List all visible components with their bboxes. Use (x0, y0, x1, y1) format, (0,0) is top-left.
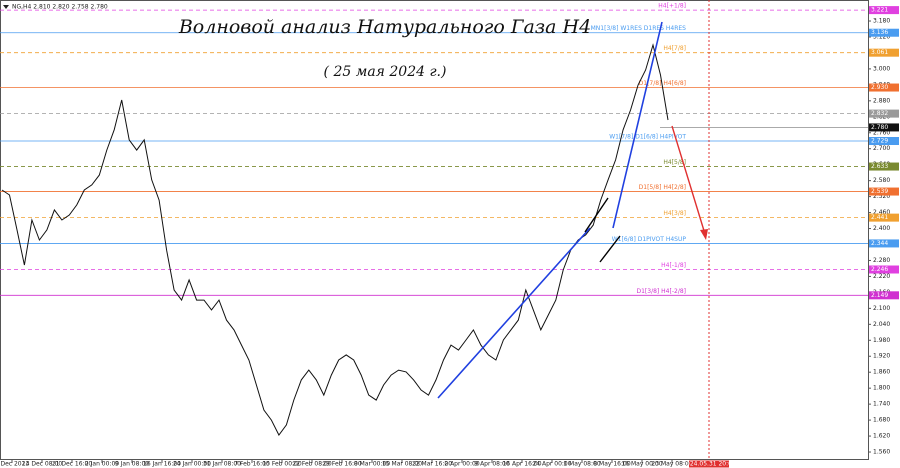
y-tick-label: 1.980 (873, 337, 890, 344)
chart-title: Волновой анализ Натурального Газа H4 (178, 16, 591, 38)
x-tick-label: 7 Feb 16:00 (234, 461, 270, 468)
x-tick-label: 9 Apr 08:00 (474, 461, 509, 468)
y-tick-label: 2.280 (873, 257, 890, 264)
level-label: H4[-1/8] (661, 262, 686, 269)
level-price: 3.136 (871, 29, 888, 36)
current-price-label: 2.780 (871, 124, 888, 131)
level-price: 2.729 (871, 138, 888, 145)
y-tick-label: 1.860 (873, 369, 890, 376)
x-tick-label: 2 Apr 00:00 (444, 461, 479, 468)
level-price-bg (869, 291, 899, 300)
level-price: 2.633 (871, 163, 888, 170)
y-tick-label: 2.760 (873, 129, 890, 136)
level-price: 2.344 (871, 240, 888, 247)
level-label: H4[7/8] (663, 45, 686, 52)
x-tick-label: 8 May 16:00 (593, 461, 631, 468)
level-label: MN1[3/8] W1RES D1RES H4RES (591, 25, 687, 32)
level-label: W1[6/8] D1PIVOT H4SUP (612, 236, 687, 243)
x-tick-label: 23 May 08:00 (651, 461, 692, 468)
y-tick-label: 2.100 (873, 305, 890, 312)
x-tick-label: 1 May 08:00 (563, 461, 601, 468)
x-tick-label: 15 Feb 00:00 (262, 461, 302, 468)
x-tick-label: 2 Jan 00:00 (85, 461, 119, 468)
levels: H4[+1/8] MN1[3/8] W1RES D1RES H4RES H4[7/8… (0, 3, 868, 296)
axes: 1.560 1.620 1.680 1.740 1.800 1.860 1.920 1.980… (0, 6, 899, 468)
level-price: 2.441 (871, 214, 888, 221)
chart-subtitle: ( 25 мая 2024 г.) (324, 64, 447, 80)
level-price-bg (869, 28, 899, 37)
y-tick-label: 2.580 (873, 177, 890, 184)
level-price-bg (869, 109, 899, 118)
cursor-label: 2024.05.31 20:00 (682, 461, 736, 468)
level-label: D1[3/8] H4[-2/8] (636, 288, 686, 295)
level-label: H4[+1/8] (658, 3, 686, 10)
arrow-head (700, 229, 708, 240)
wave-line (437, 227, 591, 399)
level-label: W1[7/8] D1[6/8] H4PIVOT (609, 134, 686, 141)
level-price: 3.221 (871, 7, 888, 14)
symbol-header: NG,H4 2.810 2.820 2.758 2.780 (12, 4, 108, 11)
y-tick-label: 2.520 (873, 193, 890, 200)
x-tick-label: 24 Jan 00:00 (173, 461, 211, 468)
level-price: 2.246 (871, 266, 888, 273)
y-tick-label: 2.700 (873, 145, 890, 152)
x-tick-label: 16 Jan 16:00 (143, 461, 181, 468)
channel-line (599, 235, 621, 263)
level-label: H4[5/8] (663, 159, 686, 166)
price (1, 43, 669, 436)
level-price: 2.539 (871, 188, 888, 195)
x-tick-label: 31 Jan 08:00 (203, 461, 241, 468)
y-tick-label: 1.800 (873, 385, 890, 392)
x-tick-label: 22 Mar 16:00 (412, 461, 452, 468)
level-price: 3.061 (871, 49, 888, 56)
y-tick-label: 1.620 (873, 433, 890, 440)
x-tick-label: 16 Apr 16:00 (502, 461, 541, 468)
level-price-bg (869, 187, 899, 196)
x-tick-label: 22 Feb 08:00 (292, 461, 332, 468)
x-tick-label: 14 Dec 08:00 (22, 461, 63, 468)
y-tick-label: 2.460 (873, 209, 890, 216)
level-label: H4[3/8] (663, 210, 686, 217)
forecast-arrow (671, 125, 706, 235)
level-price-bg (869, 265, 899, 274)
price-line (1, 43, 669, 436)
x-tick-label: 15 Mar 08:00 (382, 461, 422, 468)
level-price: 2.930 (871, 84, 888, 91)
wave-line (612, 21, 663, 229)
y-tick-label: 2.400 (873, 225, 890, 232)
level-price-bg (869, 137, 899, 146)
y-tick-label: 3.180 (873, 18, 890, 25)
current-price-bg (869, 123, 899, 132)
x-tick-label: 21 Dec 16:00 (52, 461, 93, 468)
level-price-bg (869, 162, 899, 171)
cursor-label-bg (689, 460, 729, 468)
level-price: 2.832 (871, 110, 888, 117)
y-tick-label: 2.040 (873, 321, 890, 328)
y-tick-label: 1.680 (873, 417, 890, 424)
level-price-bg (869, 239, 899, 248)
x-tick-label: 7 Dec 2023 (0, 461, 29, 468)
level-price-bg (869, 213, 899, 222)
x-tick-label: 24 Apr 00:00 (532, 461, 571, 468)
x-tick-label: 8 Mar 00:00 (354, 461, 390, 468)
level-label: D1[5/8] H4[2/8] (639, 184, 686, 191)
channel-line (584, 197, 609, 233)
level-price-bg (869, 48, 899, 57)
y-tick-label: 3.120 (873, 33, 890, 40)
y-tick-label: 1.740 (873, 401, 890, 408)
level-price-bg (869, 83, 899, 92)
y-tick-label: 3.000 (873, 65, 890, 72)
x-tick-label: 16 May 00:00 (621, 461, 662, 468)
y-tick-label: 2.880 (873, 97, 890, 104)
level-price-bg (869, 6, 899, 15)
y-tick-label: 1.560 (873, 449, 890, 456)
x-tick-label: 29 Feb 16:00 (322, 461, 362, 468)
level-price: 2.149 (871, 292, 888, 299)
menu-triangle (3, 5, 9, 9)
y-tick-label: 1.920 (873, 353, 890, 360)
x-tick-label: 9 Jan 08:00 (115, 461, 149, 468)
y-tick-label: 2.220 (873, 273, 890, 280)
